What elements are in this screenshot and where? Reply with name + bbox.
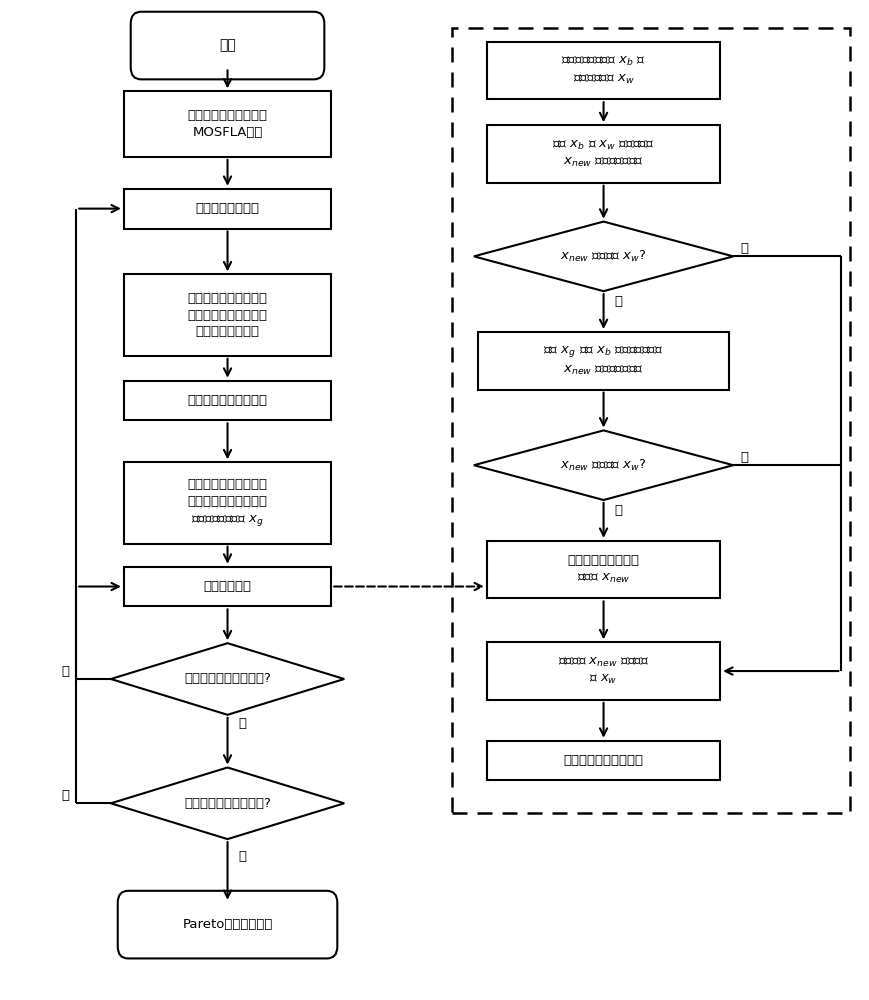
Text: 否: 否	[62, 789, 70, 802]
Text: 计算每只青蛙对应限流
设备配置方案下的目标
函数以及惩罚函数: 计算每只青蛙对应限流 设备配置方案下的目标 函数以及惩罚函数	[188, 292, 268, 338]
Polygon shape	[474, 222, 733, 291]
Bar	[487, 741, 720, 780]
Polygon shape	[110, 768, 344, 839]
Text: 用新个体 $x_{new}$ 代替原来
的 $x_w$: 用新个体 $x_{new}$ 代替原来 的 $x_w$	[557, 656, 648, 686]
Text: 计算每只青蛙的适应度: 计算每只青蛙的适应度	[188, 394, 268, 407]
Bar	[478, 332, 728, 390]
Text: 输入系统参数，初始化
MOSFLA参数: 输入系统参数，初始化 MOSFLA参数	[188, 109, 268, 139]
Text: 是否达到种群进化次数?: 是否达到种群进化次数?	[184, 797, 270, 810]
Text: 组内完成一次局部搜索: 组内完成一次局部搜索	[563, 754, 643, 767]
FancyBboxPatch shape	[130, 12, 324, 79]
Text: 利用 $x_b$ 和 $x_w$ 生成新个体
$x_{new}$ 并计算其适应度: 利用 $x_b$ 和 $x_w$ 生成新个体 $x_{new}$ 并计算其适应度	[552, 139, 653, 169]
Polygon shape	[110, 643, 344, 715]
Text: 是: 是	[237, 717, 246, 730]
Bar	[123, 189, 331, 229]
Polygon shape	[474, 430, 733, 500]
Text: 否: 否	[614, 295, 621, 308]
Text: 利用 $x_g$ 代替 $x_b$ 重新生成新个体
$x_{new}$ 并计算其适应度: 利用 $x_g$ 代替 $x_b$ 重新生成新个体 $x_{new}$ 并计算其…	[543, 344, 663, 377]
Text: 否: 否	[614, 504, 621, 517]
Bar	[123, 381, 331, 420]
Bar	[487, 42, 720, 99]
Bar	[123, 567, 331, 606]
Bar	[123, 91, 331, 157]
Bar	[487, 642, 720, 700]
Text: 开始: 开始	[219, 39, 235, 53]
Text: 在可行域内随机生成
新个体 $x_{new}$: 在可行域内随机生成 新个体 $x_{new}$	[567, 554, 639, 585]
Text: 是: 是	[740, 451, 747, 464]
Bar	[487, 125, 720, 183]
Text: 确定组内最优个体 $x_b$ 和
组内最差个体 $x_w$: 确定组内最优个体 $x_b$ 和 组内最差个体 $x_w$	[561, 55, 645, 86]
Bar	[487, 541, 720, 598]
Text: 否: 否	[62, 665, 70, 678]
Text: 组内局部搜索: 组内局部搜索	[203, 580, 251, 593]
Text: 是否达到组内迭代次数?: 是否达到组内迭代次数?	[184, 672, 270, 686]
Text: $x_{new}$ 是否支配 $x_w$?: $x_{new}$ 是否支配 $x_w$?	[560, 458, 646, 473]
Bar	[123, 462, 331, 544]
Text: 采用快速非支配排序的
方法对初始种群排序并
找到全局最优个体 $x_g$: 采用快速非支配排序的 方法对初始种群排序并 找到全局最优个体 $x_g$	[188, 478, 268, 528]
Bar	[123, 274, 331, 356]
Text: 是: 是	[740, 242, 747, 255]
Text: 生成初始青蛙种群: 生成初始青蛙种群	[196, 202, 259, 215]
Text: Pareto最优解集获取: Pareto最优解集获取	[182, 918, 272, 931]
Text: 是: 是	[237, 850, 246, 863]
Text: $x_{new}$ 是否支配 $x_w$?: $x_{new}$ 是否支配 $x_w$?	[560, 249, 646, 264]
FancyBboxPatch shape	[117, 891, 337, 958]
